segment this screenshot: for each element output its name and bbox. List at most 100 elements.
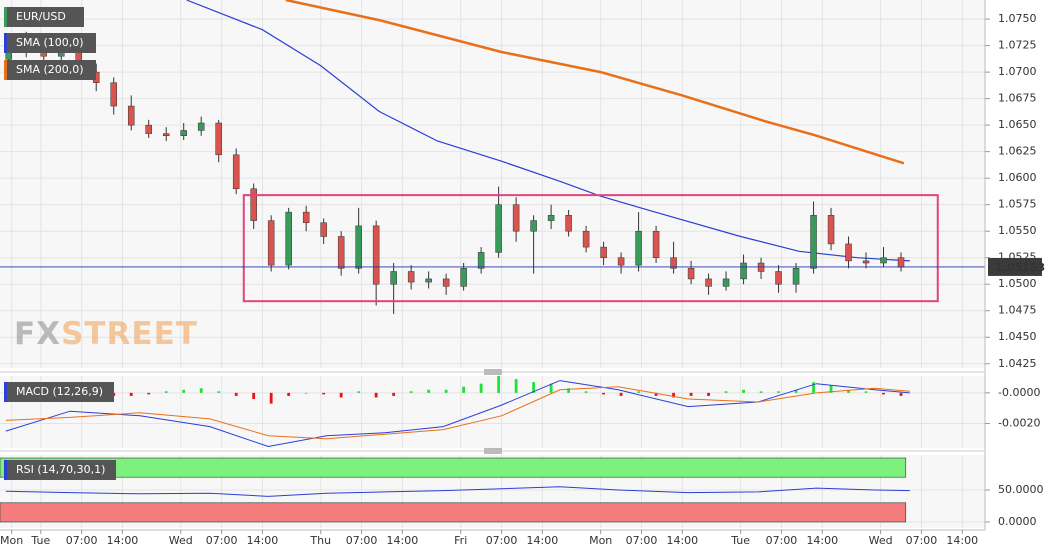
- candle-body: [705, 278, 712, 287]
- y-tick-label: 0.0000: [998, 515, 1037, 528]
- histogram-bar: [567, 388, 571, 393]
- legend-box[interactable]: [4, 460, 116, 480]
- histogram-bar: [497, 376, 501, 393]
- legend-box[interactable]: [4, 382, 114, 402]
- legend-box[interactable]: [4, 60, 96, 80]
- histogram-bar: [689, 392, 693, 396]
- legend-label: SMA (200,0): [16, 63, 84, 76]
- x-tick-label: Tue: [30, 534, 50, 547]
- histogram-bar: [549, 383, 553, 393]
- candle-body: [372, 225, 380, 285]
- x-tick-label: Wed: [169, 534, 193, 547]
- histogram-bar: [217, 391, 221, 393]
- y-tick-label: 1.0625: [998, 145, 1037, 158]
- legend-swatch: [4, 7, 7, 27]
- candle-body: [110, 82, 117, 107]
- candle-body: [250, 188, 257, 221]
- candle-body: [337, 236, 345, 269]
- histogram-bar: [724, 391, 728, 393]
- x-tick-label: 14:00: [946, 534, 978, 547]
- resize-handle[interactable]: [484, 369, 502, 375]
- series-line: [5, 380, 910, 448]
- legend-label: EUR/USD: [16, 10, 66, 23]
- legend-box[interactable]: [4, 33, 96, 53]
- histogram-bar: [532, 382, 536, 393]
- y-tick-label: 1.0550: [998, 224, 1037, 237]
- y-tick-label: 1.0425: [998, 357, 1037, 370]
- x-tick-label: 14:00: [247, 534, 279, 547]
- histogram-bar: [847, 389, 850, 393]
- candle-body: [127, 105, 135, 126]
- candle-body: [162, 133, 170, 136]
- candle-body: [425, 278, 432, 283]
- y-tick-label: 1.0750: [998, 12, 1037, 25]
- candle-body: [215, 122, 222, 156]
- histogram-bar: [129, 392, 133, 396]
- candle-body: [600, 246, 607, 258]
- price-panel: [0, 0, 985, 368]
- y-tick-label: 1.0475: [998, 304, 1037, 317]
- x-tick-label: Fri: [454, 534, 467, 547]
- y-tick-label: 1.0675: [998, 92, 1037, 105]
- candle-body: [267, 220, 275, 266]
- candle-body: [565, 215, 572, 232]
- legend-swatch: [4, 60, 7, 80]
- histogram-bar: [182, 389, 186, 393]
- legend-box[interactable]: [4, 7, 84, 27]
- y-tick-label: 1.0650: [998, 118, 1037, 131]
- x-tick-label: 07:00: [486, 534, 518, 547]
- histogram-bar: [882, 392, 885, 395]
- candle-body: [320, 222, 327, 237]
- resize-handle[interactable]: [484, 448, 502, 454]
- candle-body: [792, 268, 800, 285]
- y-tick-label: 1.0450: [998, 330, 1037, 343]
- y-tick-label: 1.0500: [998, 277, 1037, 290]
- candle-body: [582, 230, 590, 248]
- histogram-bar: [427, 389, 431, 393]
- candle-body: [827, 215, 835, 245]
- grid: [0, 0, 985, 528]
- histogram-bar: [812, 382, 815, 393]
- x-tick-label: Mon: [0, 534, 23, 547]
- histogram-bar: [409, 391, 413, 393]
- x-tick-label: 14:00: [387, 534, 419, 547]
- x-tick-label: 14:00: [806, 534, 838, 547]
- legend-label: MACD (12,26,9): [16, 385, 103, 398]
- histogram-bar: [322, 392, 326, 395]
- y-tick-label: -0.0000: [998, 386, 1040, 399]
- candle-body: [530, 220, 537, 232]
- macd-panel: [0, 376, 985, 448]
- candle-body: [390, 271, 397, 285]
- series-line: [5, 486, 910, 497]
- x-tick-label: Wed: [869, 534, 893, 547]
- histogram-bar: [252, 392, 256, 399]
- x-tick-label: 07:00: [906, 534, 938, 547]
- x-tick-label: Mon: [589, 534, 612, 547]
- histogram-bar: [147, 392, 151, 395]
- legend-swatch: [4, 33, 7, 53]
- histogram-bar: [759, 391, 763, 393]
- candle-body: [740, 262, 747, 280]
- histogram-bar: [742, 389, 745, 393]
- candle-body: [197, 122, 205, 131]
- x-tick-label: 14:00: [666, 534, 698, 547]
- candle-body: [845, 243, 852, 262]
- histogram-bar: [794, 389, 798, 393]
- candle-body: [407, 271, 415, 283]
- series-line: [186, 0, 910, 262]
- legend-label: RSI (14,70,30,1): [16, 463, 105, 476]
- legend-swatch: [4, 460, 7, 480]
- candle-body: [687, 268, 695, 280]
- histogram-bar: [357, 391, 361, 393]
- histogram-bar: [619, 392, 623, 396]
- histogram-bar: [777, 391, 780, 393]
- histogram-bar: [602, 392, 605, 395]
- histogram-bar: [234, 392, 238, 396]
- histogram-bar: [304, 392, 308, 394]
- candle-body: [355, 225, 362, 269]
- x-tick-label: 07:00: [66, 534, 98, 547]
- candle-body: [722, 278, 730, 287]
- histogram-bar: [584, 391, 588, 393]
- candle-body: [180, 130, 187, 136]
